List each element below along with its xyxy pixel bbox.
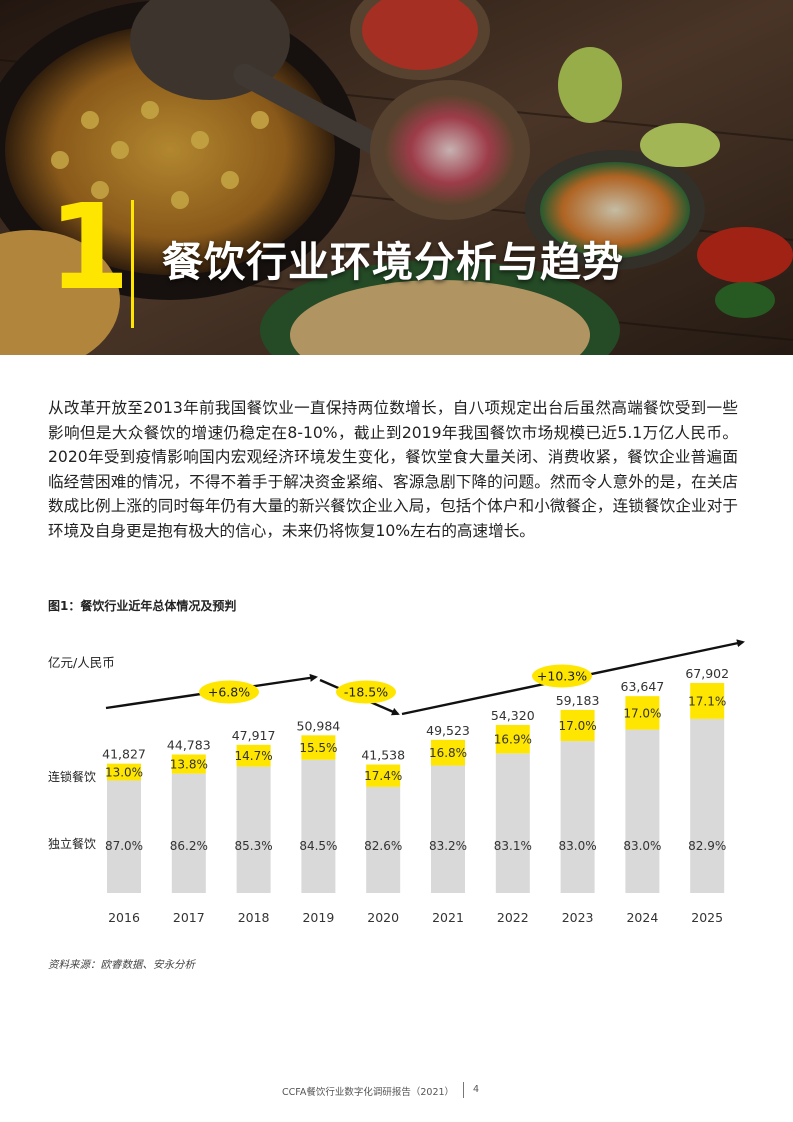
bar-independent-2023 [560,741,595,893]
label-chain-2024: 17.0% [623,706,661,720]
label-chain-2018: 14.7% [235,749,273,763]
bar-chain-2019 [301,735,336,760]
growth-label-0: +6.8% [208,685,250,700]
footer-divider [463,1082,464,1098]
label-chain-2023: 17.0% [559,719,597,733]
bar-independent-2020 [366,786,401,893]
footer-report-title: CCFA餐饮行业数字化调研报告（2021） [282,1087,455,1098]
x-tick-2023: 2023 [562,910,594,925]
growth-label-1: -18.5% [344,685,388,700]
total-label-2017: 44,783 [167,737,211,752]
label-chain-2020: 17.4% [364,769,402,783]
total-label-2025: 67,902 [685,666,729,681]
section-number: 1 [48,178,131,316]
stacked-bar-chart: 亿元/人民币 连锁餐饮 独立餐饮 13.0% 87.0% 41,827 2016 13.… [48,639,745,925]
total-label-2019: 50,984 [297,718,341,733]
growth-badge-0 [199,680,259,704]
figure-title: 图1：餐饮行业近年总体情况及预判 [48,599,237,613]
bar-chain-2025 [690,683,725,719]
total-label-2023: 59,183 [556,693,600,708]
label-chain-2019: 15.5% [299,741,337,755]
growth-badge-1 [336,680,396,704]
label-independent-2019: 84.5% [299,839,337,853]
legend-independent: 独立餐饮 [48,836,96,851]
label-chain-2022: 16.9% [494,733,532,747]
section-divider [131,200,134,328]
legend-chain: 连锁餐饮 [48,769,96,784]
bar-independent-2017 [171,773,206,893]
label-chain-2017: 13.8% [170,758,208,772]
page-number: 4 [473,1084,480,1095]
label-independent-2017: 86.2% [170,839,208,853]
figure-source: 资料来源：欧睿数据、安永分析 [48,959,195,971]
bar-chain-2017 [171,754,206,774]
total-label-2018: 47,917 [232,728,276,743]
label-independent-2025: 82.9% [688,839,726,853]
bar-independent-2024 [625,729,660,893]
x-tick-2016: 2016 [108,910,140,925]
bar-chain-2022 [495,725,530,754]
section-title: 餐饮行业环境分析与趋势 [162,238,624,286]
x-tick-2019: 2019 [302,910,334,925]
hero-banner: 1 餐饮行业环境分析与趋势 [0,0,793,355]
bar-independent-2025 [690,718,725,893]
label-chain-2025: 17.1% [688,694,726,708]
bar-chain-2016 [107,763,141,781]
growth-label-2: +10.3% [537,669,587,684]
total-label-2022: 54,320 [491,708,535,723]
total-label-2016: 41,827 [102,747,146,762]
label-independent-2024: 83.0% [623,839,661,853]
label-independent-2022: 83.1% [494,839,532,853]
total-label-2021: 49,523 [426,723,470,738]
x-tick-2022: 2022 [497,910,529,925]
bar-chain-2018 [236,744,271,767]
x-tick-2025: 2025 [691,910,723,925]
growth-badge-2 [532,664,592,688]
label-independent-2021: 83.2% [429,839,467,853]
bar-independent-2016 [107,780,141,893]
label-independent-2018: 85.3% [235,839,273,853]
x-tick-2020: 2020 [367,910,399,925]
total-label-2020: 41,538 [361,748,405,763]
label-independent-2020: 82.6% [364,839,402,853]
label-independent-2023: 83.0% [559,839,597,853]
bar-chain-2020 [366,764,401,787]
x-tick-2017: 2017 [173,910,205,925]
bar-chain-2023 [560,709,595,742]
label-chain-2021: 16.8% [429,746,467,760]
bar-independent-2019 [301,759,336,893]
label-independent-2016: 87.0% [105,839,143,853]
y-axis-label: 亿元/人民币 [48,655,115,670]
bar-chain-2024 [625,696,660,730]
body-paragraph: 从改革开放至2013年前我国餐饮业一直保持两位数增长，自八项规定出台后虽然高端餐… [48,399,738,540]
label-chain-2016: 13.0% [105,766,143,780]
bar-independent-2018 [236,766,271,893]
x-tick-2024: 2024 [626,910,658,925]
bar-independent-2021 [431,765,465,893]
total-label-2024: 63,647 [621,679,665,694]
bar-chain-2021 [431,739,465,766]
x-tick-2018: 2018 [238,910,270,925]
bar-independent-2022 [495,753,530,893]
x-tick-2021: 2021 [432,910,464,925]
